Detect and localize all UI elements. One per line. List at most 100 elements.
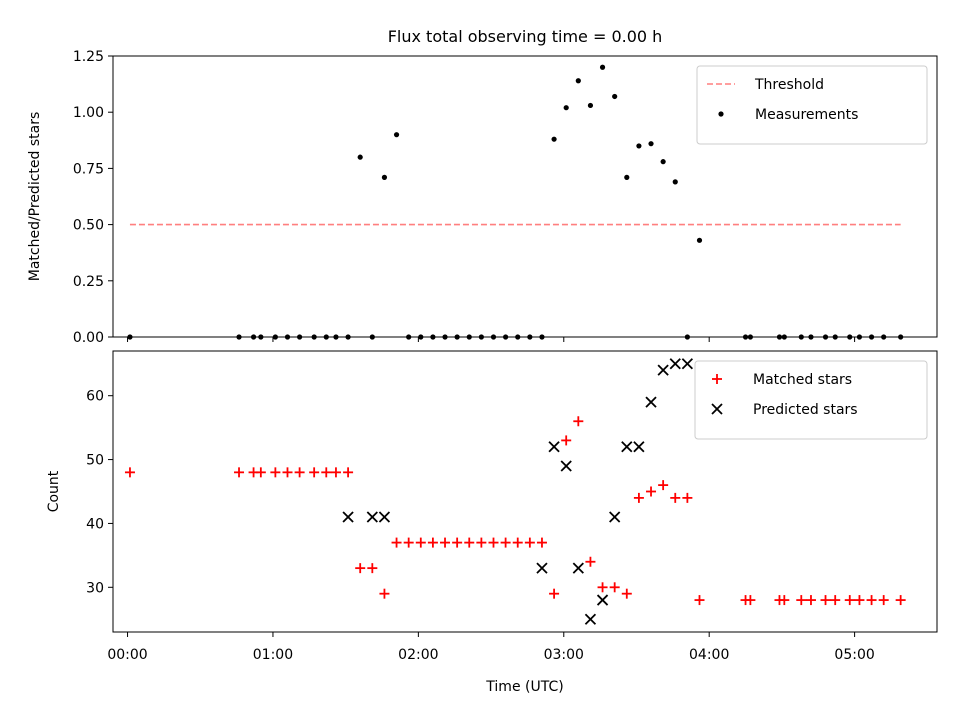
predicted-star-point	[378, 511, 391, 523]
matched-star-point	[878, 595, 889, 606]
measurement-point	[587, 102, 594, 109]
matched-star-point	[670, 492, 681, 503]
y-tick-label: 60	[86, 389, 104, 405]
legend-swatch	[718, 111, 724, 117]
matched-star-point	[561, 435, 572, 446]
matched-star-point	[796, 595, 807, 606]
matched-star-point	[367, 563, 378, 574]
matched-star-point	[464, 537, 475, 548]
axes-frame	[112, 350, 938, 633]
matched-star-point	[355, 563, 366, 574]
measurement-point	[381, 174, 388, 180]
measurement-point	[515, 334, 521, 340]
measurement-point	[236, 334, 242, 340]
measurement-point	[696, 237, 703, 243]
measurement-point	[881, 334, 887, 340]
bottom-panel-counts: 30 40 50 60 00:00 01:00 02:00 03:00 04:00 05:00 Co…	[46, 350, 938, 695]
legend-label: Matched stars	[753, 372, 852, 388]
measurement-point	[258, 334, 264, 340]
matched-star-point	[573, 416, 584, 427]
legend-item: Measurements	[718, 107, 858, 123]
predicted-star-point	[536, 562, 548, 574]
legend-item: Matched stars	[712, 372, 852, 388]
matched-star-point	[745, 595, 756, 606]
measurement-point	[808, 334, 814, 340]
matched-star-point	[415, 537, 426, 548]
matched-star-point	[476, 537, 487, 548]
y-tick-label: 0.25	[73, 274, 104, 290]
measurement-point	[323, 334, 329, 340]
measurement-point	[527, 334, 533, 340]
x-tick-label: 04:00	[689, 647, 729, 663]
matched-star-point	[330, 467, 341, 478]
matched-star-point	[343, 467, 354, 478]
measurement-point	[393, 132, 400, 138]
measurement-point	[612, 93, 618, 100]
matched-star-point	[440, 537, 451, 548]
measurement-point	[539, 334, 545, 340]
measurement-point	[430, 334, 436, 340]
x-tick-label: 05:00	[834, 647, 874, 663]
measurement-point	[551, 136, 557, 142]
measurement-point	[418, 334, 424, 340]
predicted-star-point	[669, 358, 681, 370]
matched-star-point	[427, 537, 438, 548]
predicted-star-point	[366, 511, 378, 523]
measurement-point	[636, 143, 642, 149]
matched-star-point	[621, 588, 632, 599]
matched-star-point	[646, 486, 657, 497]
plot-area	[124, 358, 906, 625]
matched-star-point	[844, 595, 855, 606]
legend-frame	[694, 360, 928, 440]
y-tick-label: 0.50	[73, 218, 104, 234]
measurement-point	[454, 334, 460, 340]
measurement-point	[599, 64, 606, 70]
matched-star-point	[779, 595, 790, 606]
matched-star-point	[270, 467, 281, 478]
matched-star-point	[524, 537, 535, 548]
predicted-star-point	[342, 511, 354, 523]
measurement-point	[684, 334, 690, 340]
measurement-point	[624, 174, 630, 180]
matched-star-point	[234, 467, 245, 478]
measurement-point	[284, 334, 291, 340]
y-axis-label: Count	[46, 470, 62, 512]
matched-star-point	[633, 492, 644, 503]
matched-star-point	[500, 537, 511, 548]
measurement-point	[781, 334, 787, 340]
y-tick-label: 0.75	[73, 161, 104, 177]
axes-frame	[112, 55, 938, 338]
matched-star-point	[391, 537, 402, 548]
measurement-point	[856, 334, 863, 340]
measurement-point	[345, 334, 351, 340]
predicted-star-point	[633, 441, 645, 453]
legend-item: Predicted stars	[711, 402, 858, 418]
matched-star-point	[866, 595, 877, 606]
legend-frame	[696, 65, 928, 145]
matched-star-point	[452, 537, 463, 548]
x-tick-label: 00:00	[107, 647, 147, 663]
legend: Threshold Measurements	[696, 65, 928, 145]
plot-area	[127, 64, 904, 340]
measurement-point	[832, 334, 838, 340]
matched-star-point	[854, 595, 865, 606]
y-tick-label: 0.00	[73, 330, 104, 346]
measurement-point	[898, 334, 904, 340]
y-tick-label: 50	[86, 453, 104, 469]
measurement-point	[272, 334, 278, 340]
measurement-point	[672, 179, 678, 185]
predicted-star-point	[584, 613, 597, 625]
predicted-star-point	[681, 358, 694, 370]
predicted-star-point	[621, 441, 633, 453]
measurement-point	[333, 334, 339, 340]
measurement-point	[575, 78, 581, 84]
matched-star-point	[512, 537, 523, 548]
legend-label: Threshold	[754, 77, 824, 93]
matched-star-point	[488, 537, 499, 548]
matched-star-point	[694, 595, 705, 606]
matched-star-point	[895, 595, 906, 606]
matched-star-point	[549, 588, 560, 599]
predicted-star-point	[657, 364, 669, 376]
matched-star-point	[124, 467, 135, 478]
figure-title: Flux total observing time = 0.00 h	[388, 27, 663, 46]
